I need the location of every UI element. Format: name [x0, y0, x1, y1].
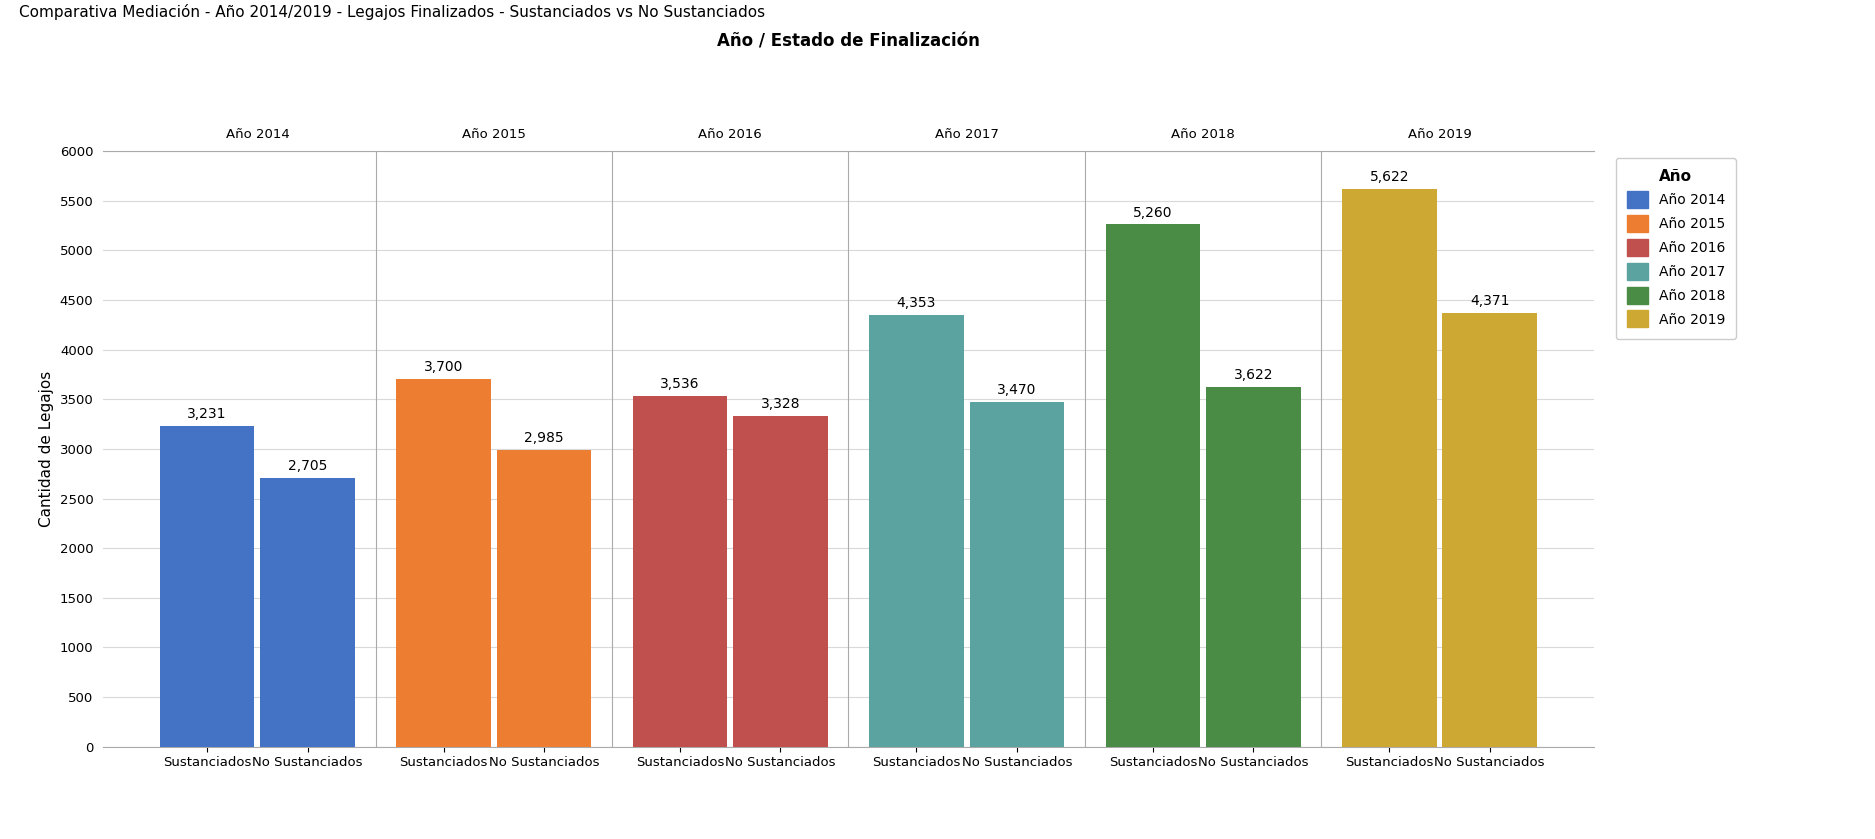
Text: 5,260: 5,260 [1132, 206, 1172, 220]
Text: 3,536: 3,536 [660, 377, 699, 391]
Bar [870, 315, 964, 747]
Text: 4,353: 4,353 [896, 295, 936, 310]
Bar [1342, 189, 1436, 747]
Bar [159, 426, 255, 747]
Bar [261, 478, 354, 747]
Text: 2,985: 2,985 [525, 431, 564, 446]
Legend: Año 2014, Año 2015, Año 2016, Año 2017, Año 2018, Año 2019: Año 2014, Año 2015, Año 2016, Año 2017, … [1616, 158, 1736, 338]
Bar [1442, 313, 1537, 747]
Text: Comparativa Mediación - Año 2014/2019 - Legajos Finalizados - Sustanciados vs No: Comparativa Mediación - Año 2014/2019 - … [19, 4, 765, 20]
Y-axis label: Cantidad de Legajos: Cantidad de Legajos [39, 371, 54, 527]
Bar [632, 396, 728, 747]
Text: 3,470: 3,470 [998, 383, 1037, 397]
Bar [396, 379, 491, 747]
Bar [1106, 225, 1200, 747]
Text: 5,622: 5,622 [1369, 169, 1408, 184]
Text: 3,700: 3,700 [424, 361, 463, 374]
Text: Año / Estado de Finalización: Año / Estado de Finalización [716, 33, 981, 51]
Text: 4,371: 4,371 [1470, 294, 1509, 308]
Text: 3,622: 3,622 [1234, 368, 1273, 382]
Bar [969, 402, 1065, 747]
Bar [497, 451, 591, 747]
Text: 3,231: 3,231 [188, 407, 227, 421]
Bar [1206, 387, 1301, 747]
Text: 2,705: 2,705 [289, 459, 328, 473]
Text: 3,328: 3,328 [761, 398, 801, 411]
Bar [733, 416, 827, 747]
